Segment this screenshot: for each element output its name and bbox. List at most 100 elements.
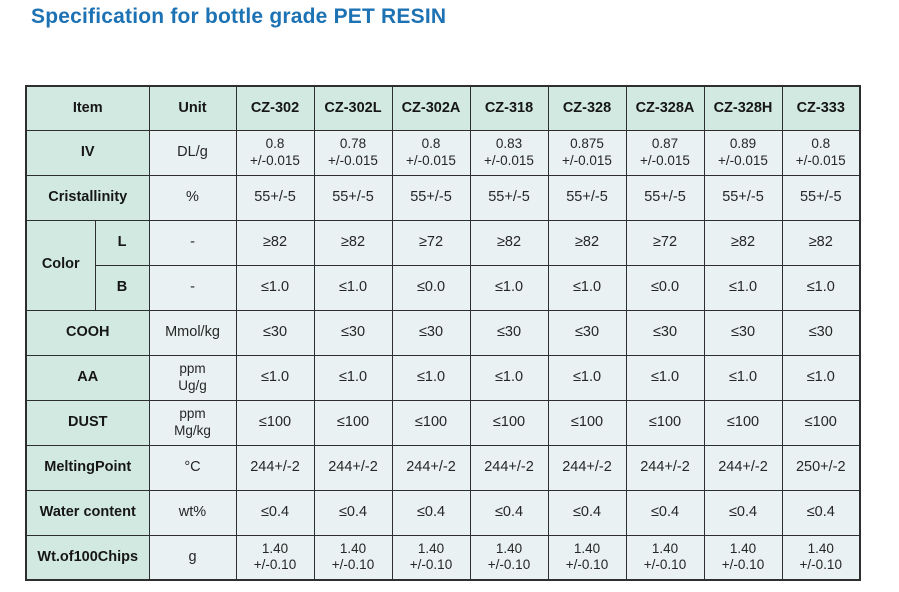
spec-table: Item Unit CZ-302 CZ-302L CZ-302A CZ-318 … <box>25 85 861 581</box>
value-cell: 244+/-2 <box>703 444 783 491</box>
value-cell: ≤30 <box>781 309 861 356</box>
value-cell: ≤0.4 <box>703 489 783 536</box>
value-cell: ≤1.0 <box>235 354 315 401</box>
value-cell: 244+/-2 <box>469 444 549 491</box>
value-cell: 244+/-2 <box>235 444 315 491</box>
value-cell: ≥82 <box>469 219 549 266</box>
column-header-grade: CZ-318 <box>469 85 549 131</box>
value-cell: 0.8 +/-0.015 <box>781 129 861 176</box>
column-header-grade: CZ-302 <box>235 85 315 131</box>
column-header-grade: CZ-328 <box>547 85 627 131</box>
unit-cell: - <box>148 219 237 266</box>
value-cell: 1.40 +/-0.10 <box>313 534 393 581</box>
table-row-cristallinity: Cristallinity % 55+/-5 55+/-5 55+/-5 55+… <box>25 174 861 221</box>
value-cell: 1.40 +/-0.10 <box>703 534 783 581</box>
value-cell: 244+/-2 <box>625 444 705 491</box>
value-cell: ≤100 <box>235 399 315 446</box>
value-cell: ≤30 <box>235 309 315 356</box>
value-cell: ≤100 <box>313 399 393 446</box>
table-row-meltingpoint: MeltingPoint °C 244+/-2 244+/-2 244+/-2 … <box>25 444 861 491</box>
value-cell: 0.875 +/-0.015 <box>547 129 627 176</box>
value-cell: 1.40 +/-0.10 <box>547 534 627 581</box>
value-cell: ≥82 <box>547 219 627 266</box>
column-header-grade: CZ-333 <box>781 85 861 131</box>
value-cell: ≤1.0 <box>313 264 393 311</box>
unit-cell: g <box>148 534 237 581</box>
value-cell: ≤0.4 <box>313 489 393 536</box>
item-cell: DUST <box>25 399 150 446</box>
value-cell: 244+/-2 <box>313 444 393 491</box>
value-cell: ≤0.4 <box>547 489 627 536</box>
value-cell: 244+/-2 <box>391 444 471 491</box>
value-cell: ≤0.4 <box>469 489 549 536</box>
table-row-cooh: COOH Mmol/kg ≤30 ≤30 ≤30 ≤30 ≤30 ≤30 ≤30… <box>25 309 861 356</box>
value-cell: 0.87 +/-0.015 <box>625 129 705 176</box>
value-cell: ≤1.0 <box>313 354 393 401</box>
value-cell: 1.40 +/-0.10 <box>781 534 861 581</box>
value-cell: ≤1.0 <box>781 354 861 401</box>
table-row-wt-of-100-chips: Wt.of100Chips g 1.40 +/-0.10 1.40 +/-0.1… <box>25 534 861 581</box>
header-row: Item Unit CZ-302 CZ-302L CZ-302A CZ-318 … <box>25 85 861 131</box>
item-cell: COOH <box>25 309 150 356</box>
value-cell: 1.40 +/-0.10 <box>469 534 549 581</box>
value-cell: ≤30 <box>391 309 471 356</box>
value-cell: 1.40 +/-0.10 <box>625 534 705 581</box>
value-cell: 250+/-2 <box>781 444 861 491</box>
value-cell: 244+/-2 <box>547 444 627 491</box>
item-cell: AA <box>25 354 150 401</box>
value-cell: ≤0.4 <box>391 489 471 536</box>
value-cell: ≤1.0 <box>703 264 783 311</box>
value-cell: ≤0.4 <box>781 489 861 536</box>
value-cell: ≥82 <box>781 219 861 266</box>
value-cell: 1.40 +/-0.10 <box>391 534 471 581</box>
subitem-cell-b: B <box>94 264 150 311</box>
value-cell: 55+/-5 <box>391 174 471 221</box>
column-header-item: Item <box>25 85 150 131</box>
value-cell: 55+/-5 <box>313 174 393 221</box>
value-cell: ≤1.0 <box>235 264 315 311</box>
value-cell: 55+/-5 <box>469 174 549 221</box>
value-cell: ≤100 <box>547 399 627 446</box>
unit-cell: - <box>148 264 237 311</box>
table-row-color-b: B - ≤1.0 ≤1.0 ≤0.0 ≤1.0 ≤1.0 ≤0.0 ≤1.0 ≤… <box>26 264 861 311</box>
value-cell: ≤0.4 <box>235 489 315 536</box>
value-cell: 55+/-5 <box>703 174 783 221</box>
column-header-unit: Unit <box>148 85 237 131</box>
value-cell: ≤30 <box>547 309 627 356</box>
value-cell: ≤30 <box>469 309 549 356</box>
value-cell: ≤0.4 <box>625 489 705 536</box>
value-cell: ≤1.0 <box>625 354 705 401</box>
table-row-color-l: Color L - ≥82 ≥82 ≥72 ≥82 ≥82 ≥72 ≥82 ≥8… <box>25 219 861 311</box>
value-cell: ≤30 <box>313 309 393 356</box>
value-cell: 0.8 +/-0.015 <box>391 129 471 176</box>
column-header-grade: CZ-328A <box>625 85 705 131</box>
value-cell: 1.40 +/-0.10 <box>235 534 315 581</box>
item-cell: IV <box>25 129 150 176</box>
column-header-grade: CZ-302A <box>391 85 471 131</box>
table-row-dust: DUST ppm Mg/kg ≤100 ≤100 ≤100 ≤100 ≤100 … <box>25 399 861 446</box>
value-cell: 55+/-5 <box>547 174 627 221</box>
value-cell: ≥82 <box>313 219 393 266</box>
value-cell: 55+/-5 <box>235 174 315 221</box>
value-cell: 55+/-5 <box>781 174 861 221</box>
value-cell: ≤1.0 <box>547 354 627 401</box>
unit-cell: wt% <box>148 489 237 536</box>
value-cell: ≤100 <box>469 399 549 446</box>
column-header-grade: CZ-328H <box>703 85 783 131</box>
column-header-grade: CZ-302L <box>313 85 393 131</box>
value-cell: 55+/-5 <box>625 174 705 221</box>
value-cell: 0.8 +/-0.015 <box>235 129 315 176</box>
value-cell: ≥82 <box>703 219 783 266</box>
value-cell: ≤0.0 <box>625 264 705 311</box>
value-cell: ≤1.0 <box>469 264 549 311</box>
value-cell: 0.78 +/-0.015 <box>313 129 393 176</box>
table-row-aa: AA ppm Ug/g ≤1.0 ≤1.0 ≤1.0 ≤1.0 ≤1.0 ≤1.… <box>25 354 861 401</box>
value-cell: ≤0.0 <box>391 264 471 311</box>
value-cell: ≤100 <box>781 399 861 446</box>
value-cell: 0.83 +/-0.015 <box>469 129 549 176</box>
table-row-water-content: Water content wt% ≤0.4 ≤0.4 ≤0.4 ≤0.4 ≤0… <box>25 489 861 536</box>
value-cell: ≤1.0 <box>469 354 549 401</box>
table-row-iv: IV DL/g 0.8 +/-0.015 0.78 +/-0.015 0.8 +… <box>25 129 861 176</box>
unit-cell: DL/g <box>148 129 237 176</box>
